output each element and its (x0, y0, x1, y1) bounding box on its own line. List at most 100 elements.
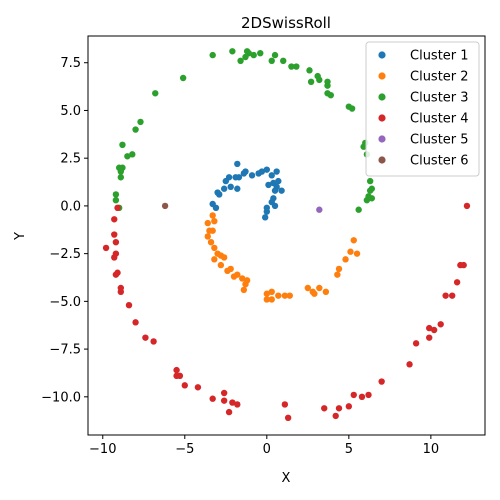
x-axis-label: X (282, 471, 291, 486)
legend-label: Cluster 6 (410, 154, 469, 169)
data-point-cluster-2 (239, 275, 246, 282)
data-point-cluster-2 (227, 265, 234, 273)
data-point-cluster-4 (426, 334, 433, 341)
data-point-cluster-2 (234, 271, 241, 278)
data-point-cluster-4 (112, 271, 120, 278)
legend: Cluster 1 Cluster 2 Cluster 3 Cluster 4 Clus… (365, 41, 480, 177)
data-point-cluster-4 (181, 382, 188, 389)
data-point-cluster-2 (217, 261, 225, 269)
data-point-cluster-2 (204, 233, 211, 240)
data-point-cluster-4 (117, 288, 125, 296)
y-tick-label: 7.5 (60, 56, 81, 71)
data-point-cluster-3 (179, 74, 187, 82)
data-point-cluster-3 (237, 57, 244, 65)
data-point-cluster-3 (132, 126, 139, 133)
data-point-cluster-3 (327, 91, 334, 99)
data-point-cluster-3 (355, 206, 362, 213)
data-point-cluster-4 (335, 405, 343, 412)
y-tick-label: −7.5 (49, 343, 81, 358)
data-point-cluster-3 (271, 51, 279, 59)
y-tick-label: −5.0 (49, 295, 81, 310)
data-point-cluster-1 (273, 168, 280, 175)
data-point-cluster-3 (119, 141, 126, 149)
data-point-cluster-2 (281, 292, 289, 299)
data-point-cluster-4 (220, 389, 228, 397)
data-point-cluster-4 (365, 391, 372, 399)
legend-marker (378, 135, 386, 143)
data-point-cluster-4 (220, 397, 228, 404)
data-point-cluster-5 (316, 206, 323, 213)
data-point-cluster-4 (378, 378, 385, 385)
data-point-cluster-4 (209, 395, 216, 402)
data-point-cluster-2 (268, 296, 275, 303)
data-point-cluster-2 (240, 286, 248, 294)
data-point-cluster-2 (263, 290, 271, 297)
legend-marker (378, 93, 386, 101)
x-axis: −10 −5 0 5 10 (89, 435, 439, 457)
data-point-cluster-1 (248, 172, 256, 179)
data-point-cluster-1 (220, 185, 228, 192)
legend-label: Cluster 2 (410, 70, 469, 85)
data-point-cluster-3 (124, 153, 131, 160)
data-point-cluster-2 (209, 227, 216, 234)
legend-marker (378, 156, 386, 164)
legend-marker (378, 51, 386, 59)
data-point-cluster-4 (284, 414, 292, 422)
data-point-cluster-3 (152, 90, 159, 97)
data-point-cluster-2 (268, 288, 275, 296)
data-point-cluster-2 (204, 219, 211, 227)
x-tick-label: −10 (89, 442, 116, 457)
data-point-cluster-4 (194, 384, 202, 391)
data-point-cluster-3 (348, 105, 356, 112)
data-point-cluster-2 (209, 212, 216, 219)
plot-frame (87, 35, 486, 436)
y-axis: −10.0 −7.5 −5.0 −2.5 0.0 2.5 5.0 7.5 (41, 56, 88, 405)
data-point-cluster-4 (442, 292, 449, 299)
data-point-cluster-6 (161, 202, 169, 210)
data-point-cluster-3 (366, 177, 374, 185)
data-point-cluster-4 (358, 393, 366, 401)
data-point-cluster-3 (117, 174, 125, 181)
legend-marker (378, 72, 386, 80)
data-point-cluster-4 (102, 244, 110, 252)
data-point-cluster-2 (353, 250, 361, 257)
data-point-cluster-3 (243, 48, 251, 55)
legend-label: Cluster 5 (410, 133, 469, 148)
data-point-cluster-4 (111, 231, 118, 238)
data-point-cluster-2 (316, 284, 323, 292)
data-point-cluster-4 (448, 292, 456, 299)
data-point-cluster-2 (207, 238, 215, 246)
data-point-cluster-4 (460, 261, 467, 269)
data-point-cluster-1 (212, 204, 220, 212)
data-point-cluster-4 (437, 321, 444, 328)
data-point-cluster-3 (366, 187, 374, 194)
data-point-cluster-3 (112, 196, 120, 204)
data-point-cluster-1 (271, 187, 279, 194)
y-tick-label: 5.0 (60, 104, 81, 119)
y-tick-label: 0.0 (60, 199, 81, 214)
data-point-cluster-3 (229, 48, 236, 55)
data-point-cluster-1 (227, 183, 234, 191)
data-point-cluster-2 (211, 217, 218, 225)
data-point-cluster-1 (234, 160, 241, 168)
data-point-cluster-2 (263, 296, 271, 303)
data-point-cluster-3 (209, 51, 216, 59)
data-point-cluster-4 (229, 399, 236, 406)
data-point-cluster-2 (275, 292, 282, 299)
x-tick-label: −5 (175, 442, 194, 457)
data-point-cluster-1 (240, 170, 248, 177)
y-axis-label: Y (13, 232, 28, 241)
data-point-cluster-4 (114, 204, 121, 212)
x-tick-label: 0 (263, 442, 271, 457)
data-point-cluster-1 (222, 177, 229, 185)
data-point-cluster-4 (234, 401, 241, 408)
data-point-cluster-4 (412, 340, 420, 347)
data-point-cluster-2 (211, 256, 218, 263)
data-point-cluster-4 (142, 334, 149, 341)
data-point-cluster-4 (426, 324, 433, 332)
data-point-cluster-3 (368, 195, 376, 202)
data-point-cluster-3 (137, 118, 144, 126)
data-point-cluster-2 (211, 244, 218, 252)
data-point-cluster-3 (316, 76, 323, 84)
data-point-cluster-4 (332, 412, 339, 420)
